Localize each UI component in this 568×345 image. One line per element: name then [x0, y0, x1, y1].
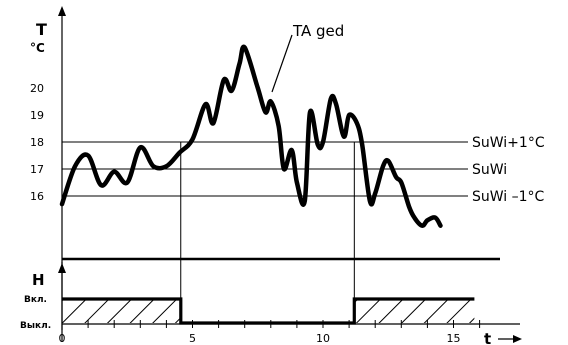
y-tick-label: 16: [30, 190, 44, 203]
reference-line-label: SuWi: [472, 162, 507, 178]
state-label-on: Вкл.: [24, 295, 47, 305]
y-axis-lower-arrow: [58, 263, 66, 273]
x-tick-label: 5: [189, 332, 196, 345]
x-axis-label-arrowhead: [513, 335, 522, 343]
x-tick-label: 0: [59, 332, 66, 345]
y-axis-unit: °C: [30, 41, 45, 55]
switch-drop-lines: [180, 142, 355, 299]
annotation-ta-ged: TA ged: [292, 22, 344, 40]
y-axis-symbol-t: T: [36, 20, 47, 39]
y-axis-symbol-h: H: [32, 271, 45, 289]
reference-lines: SuWi+1°C SuWi SuWi –1°C: [62, 135, 545, 205]
x-ticks: 0 5 10 15: [59, 320, 481, 345]
series-line-ta-ged: [59, 44, 443, 228]
y-tick-label: 18: [30, 136, 44, 149]
y-tick-labels: 16 17 18 19 20: [30, 82, 44, 203]
y-tick-label: 20: [30, 82, 44, 95]
y-axis-upper-arrow: [58, 6, 66, 16]
y-tick-label: 19: [30, 109, 44, 122]
x-axis-label-t: t: [484, 330, 491, 345]
hatch-on-period-1: [62, 299, 181, 323]
series-line-heating: [62, 297, 475, 325]
hatch-on-period-2: [354, 299, 475, 323]
state-label-off: Выкл.: [20, 321, 51, 331]
x-tick-label: 10: [316, 332, 330, 345]
y-tick-label: 17: [30, 163, 44, 176]
reference-line-label: SuWi –1°C: [472, 189, 545, 205]
x-tick-label: 15: [447, 332, 461, 345]
annotation-leader: [271, 34, 293, 93]
reference-line-label: SuWi+1°C: [472, 135, 545, 151]
